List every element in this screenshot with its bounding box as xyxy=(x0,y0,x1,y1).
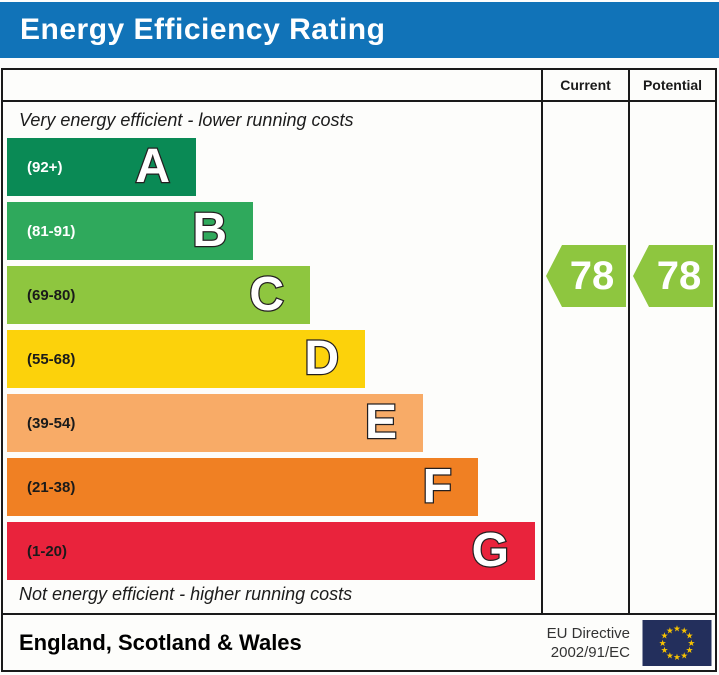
potential-rating-arrow: 78 xyxy=(633,245,713,307)
band-range-b: (81-91) xyxy=(27,222,76,240)
caption-not-efficient: Not energy efficient - higher running co… xyxy=(19,584,353,604)
band-row-c: (69-80) C xyxy=(7,266,310,324)
eu-directive-line2: 2002/91/EC xyxy=(550,643,630,661)
eu-directive-line1: EU Directive xyxy=(546,624,630,642)
band-row-d: (55-68) D xyxy=(7,330,365,388)
column-header-current: Current xyxy=(541,70,628,102)
potential-rating-column: 78 xyxy=(628,102,715,613)
svg-text:★: ★ xyxy=(680,651,688,661)
potential-rating-value: 78 xyxy=(656,253,702,298)
band-range-a: (92+) xyxy=(27,158,63,176)
band-letter-g: G xyxy=(470,524,510,577)
svg-text:★: ★ xyxy=(659,638,667,648)
band-range-d: (55-68) xyxy=(27,350,76,368)
band-row-g: (1-20) G xyxy=(7,522,535,580)
band-row-b: (81-91) B xyxy=(7,202,253,260)
band-letter-e: E xyxy=(364,396,399,449)
band-range-e: (39-54) xyxy=(27,414,76,432)
band-range-c: (69-80) xyxy=(27,286,76,304)
header-spacer xyxy=(3,70,541,102)
page-title: Energy Efficiency Rating xyxy=(20,13,386,46)
chart-footer: England, Scotland & Wales EU Directive 2… xyxy=(3,613,715,670)
svg-text:★: ★ xyxy=(673,653,681,663)
eu-flag-icon: ★ ★ ★ ★ ★ ★ ★ ★ ★ ★ ★ ★ xyxy=(642,619,712,666)
svg-text:★: ★ xyxy=(661,646,669,656)
region-label: England, Scotland & Wales xyxy=(19,629,302,655)
svg-text:★: ★ xyxy=(666,651,674,661)
band-letter-b: B xyxy=(191,204,228,257)
column-header-potential: Potential xyxy=(628,70,715,102)
band-letter-c: C xyxy=(248,268,285,321)
svg-text:★: ★ xyxy=(661,631,669,641)
svg-text:★: ★ xyxy=(688,638,696,648)
band-row-e: (39-54) E xyxy=(7,394,423,452)
energy-efficiency-chart: Current Potential Very energy efficient … xyxy=(1,68,717,672)
rating-scale: Very energy efficient - lower running co… xyxy=(3,102,541,613)
current-rating-arrow: 78 xyxy=(546,245,626,307)
eu-directive-label: EU Directive 2002/91/EC xyxy=(547,624,630,662)
svg-text:★: ★ xyxy=(673,624,681,634)
band-row-f: (21-38) F xyxy=(7,458,478,516)
svg-text:★: ★ xyxy=(680,626,688,636)
current-rating-value: 78 xyxy=(569,253,615,298)
caption-very-efficient: Very energy efficient - lower running co… xyxy=(19,110,354,130)
svg-text:★: ★ xyxy=(666,626,674,636)
band-letter-d: D xyxy=(303,332,340,385)
current-rating-column: 78 xyxy=(541,102,628,613)
band-row-a: (92+) A xyxy=(7,138,196,196)
band-range-f: (21-38) xyxy=(27,478,76,496)
band-letter-a: A xyxy=(134,140,171,193)
band-range-g: (1-20) xyxy=(27,542,68,560)
svg-text:★: ★ xyxy=(686,631,694,641)
svg-text:★: ★ xyxy=(686,646,694,656)
title-bar: Energy Efficiency Rating xyxy=(0,2,719,58)
band-letter-f: F xyxy=(421,460,453,513)
